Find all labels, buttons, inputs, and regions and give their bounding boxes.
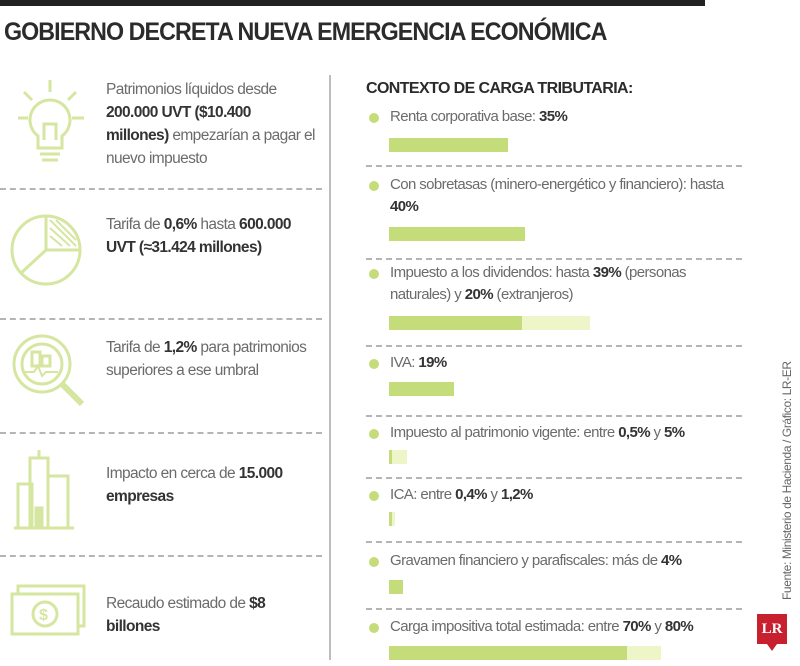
highlight-text: 200.000 UVT ($10.400 millones) [106,104,251,144]
separator [0,188,322,190]
bar-primary [389,450,392,464]
text: ICA: entre [390,486,456,503]
lightbulb-icon [18,80,84,162]
text: y [649,424,665,441]
text: Patrimonios líquidos desde [106,81,277,98]
bar-primary [389,227,525,241]
text: Impuesto al patrimonio vigente: entre [390,424,619,441]
highlight-text: 70% [622,618,652,635]
buildings-icon [14,450,74,530]
tax-item-text: Renta corporativa base: 35% [390,106,750,128]
separator [366,477,742,479]
text: Con sobretasas (minero-energético y fina… [390,176,724,193]
separator [366,415,742,417]
tax-item-text: Impuesto a los dividendos: hasta 39% (pe… [390,262,750,306]
text: y [486,486,501,503]
text: Tarifa de [106,216,164,233]
banknote-icon: $ [10,584,86,636]
text: Impacto en cerca de [106,465,239,482]
bullet-icon [369,181,379,191]
text: Carga impositiva total estimada: entre [390,618,623,635]
separator [366,258,742,260]
text: empezarían a pagar el nuevo impuesto [106,127,315,167]
separator [0,318,322,320]
text: (personas naturales) y [390,264,687,303]
tax-item-text: IVA: 19% [390,352,750,374]
bar-primary [389,512,392,526]
highlight-text: 0,4% [455,486,487,503]
bar-secondary [389,450,408,464]
separator [366,345,742,347]
highlight-text: 1,2% [500,486,533,503]
separator [0,555,322,557]
top-rule [0,0,705,6]
info-text: Tarifa de 0,6% hasta 600.000 UVT (≈31.42… [106,213,316,259]
tax-item-text: ICA: entre 0,4% y 1,2% [390,484,750,506]
highlight-text: 0,5% [618,424,650,441]
text: Impuesto a los dividendos: hasta [390,264,593,281]
bullet-icon [369,557,379,567]
bullet-icon [369,623,379,633]
tax-item-text: Carga impositiva total estimada: entre 7… [390,616,750,638]
text: Tarifa de [106,339,164,356]
highlight-text: 35% [539,108,568,125]
section-heading: CONTEXTO DE CARGA TRIBUTARIA: [366,80,633,97]
bullet-icon [369,491,379,501]
pie-chart-icon [10,214,82,286]
source-credit: Fuente: Ministerio de Hacienda / Gráfico… [780,361,794,600]
text: Gravamen financiero y parafiscales: más … [390,552,661,569]
text: IVA: [390,354,419,371]
svg-text:$: $ [39,607,48,624]
bullet-icon [369,113,379,123]
separator [366,165,742,167]
bar-primary [389,138,508,152]
bullet-icon [369,269,379,279]
tax-item-text: Gravamen financiero y parafiscales: más … [390,550,750,572]
column-divider [329,75,331,660]
highlight-text: 19% [418,354,447,371]
highlight-text: 4% [661,552,682,569]
info-text: Tarifa de 1,2% para patrimonios superior… [106,336,316,382]
text: Recaudo estimado de [106,595,250,612]
separator [0,432,322,434]
text: y [650,618,665,635]
text: Renta corporativa base: [390,108,540,125]
page-title: GOBIERNO DECRETA NUEVA EMERGENCIA ECONÓM… [4,18,607,46]
highlight-text: 0,6% [163,216,198,233]
separator [366,608,742,610]
highlight-text: $8 billones [106,595,266,635]
info-text: Patrimonios líquidos desde 200.000 UVT (… [106,78,316,170]
highlight-text: 80% [664,618,694,635]
highlight-text: 1,2% [163,339,198,356]
highlight-text: 39% [592,264,622,281]
highlight-text: 600.000 UVT (≈31.424 millones) [106,216,291,256]
bullet-icon [369,429,379,439]
text: hasta [196,216,240,233]
bar-primary [389,316,522,330]
bar-primary [389,646,627,660]
tax-item-text: Con sobretasas (minero-energético y fina… [390,174,750,218]
text: (extranjeros) [492,286,574,303]
info-text: Recaudo estimado de $8 billones [106,592,316,638]
bar-primary [389,382,454,396]
highlight-text: 20% [464,286,494,303]
lr-logo: LR [757,614,787,651]
bullet-icon [369,359,379,369]
highlight-text: 5% [664,424,685,441]
bar-primary [389,580,403,594]
info-text: Impacto en cerca de 15.000 empresas [106,462,316,508]
separator [366,541,742,543]
text: para patrimonios superiores a ese umbral [106,339,307,379]
tax-item-text: Impuesto al patrimonio vigente: entre 0,… [390,422,750,444]
magnifier-chart-icon [12,334,85,407]
highlight-text: 40% [390,198,419,215]
highlight-text: 15.000 empresas [106,465,283,505]
